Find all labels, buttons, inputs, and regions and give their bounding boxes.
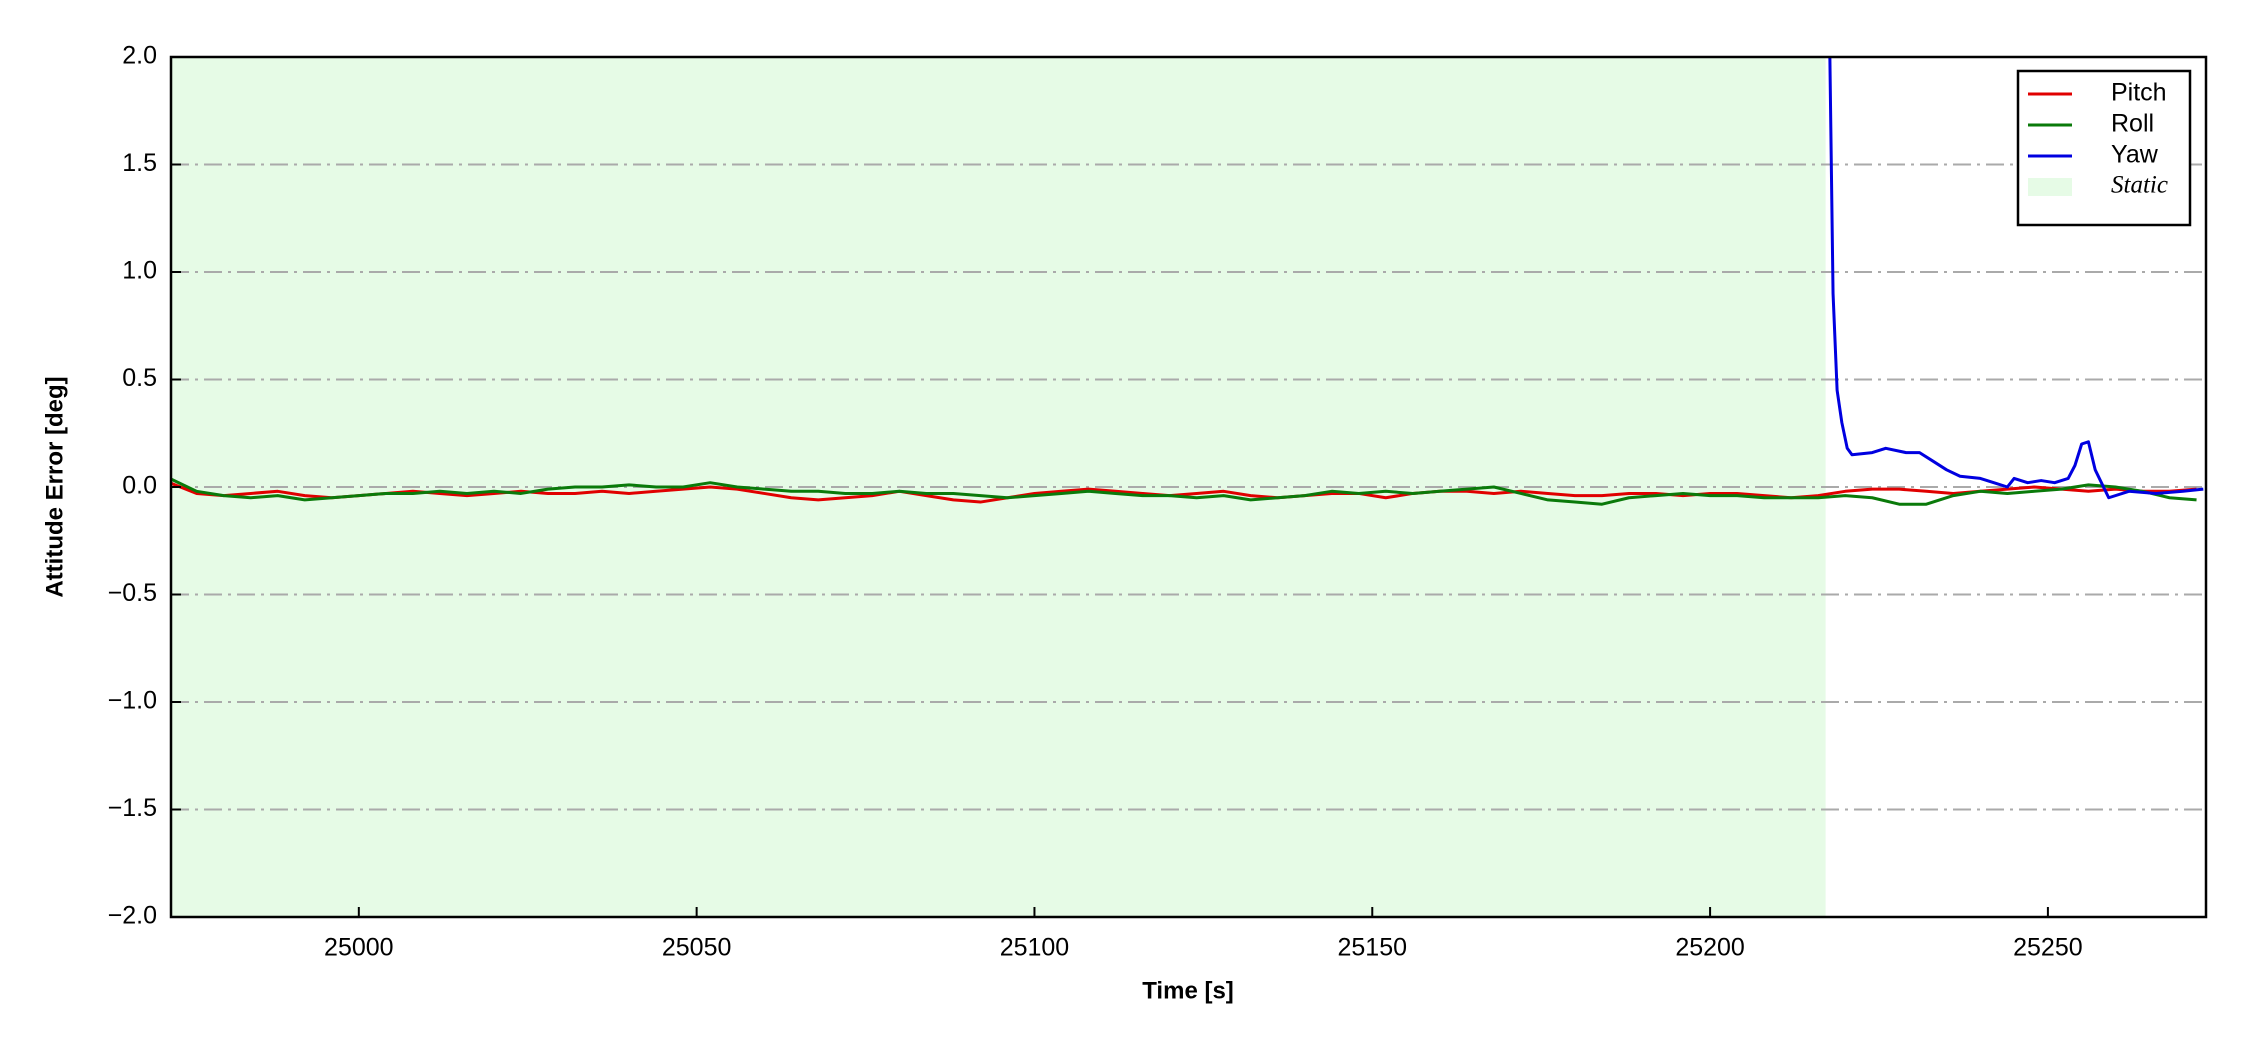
x-tick-label: 25050: [662, 934, 732, 962]
y-tick-label: 2.0: [122, 42, 157, 70]
y-tick-label: −1.0: [108, 687, 157, 715]
x-tick-label: 25000: [324, 934, 394, 962]
y-axis-label: Attitude Error [deg]: [41, 376, 68, 597]
y-tick-label: −2.0: [108, 902, 157, 930]
x-axis-label: Time [s]: [1142, 977, 1234, 1004]
y-tick-label: 0.5: [122, 364, 157, 392]
x-tick-label: 25200: [1675, 934, 1745, 962]
legend-label: Pitch: [2111, 79, 2167, 107]
x-tick-label: 25150: [1338, 934, 1408, 962]
series-line: [1828, 57, 2204, 500]
x-tick-label: 25100: [1000, 934, 1070, 962]
y-tick-label: 1.5: [122, 149, 157, 177]
y-tick-label: 0.0: [122, 472, 157, 500]
legend-label: Static: [2111, 172, 2168, 199]
legend-box: [2016, 69, 2192, 227]
y-tick-label: −1.5: [108, 794, 157, 822]
legend-label: Yaw: [2111, 141, 2159, 169]
series-line: [171, 477, 2197, 506]
legend-swatch: [2028, 178, 2072, 196]
legend-label: Roll: [2111, 110, 2154, 138]
x-tick-label: 25250: [2013, 934, 2083, 962]
y-tick-label: 1.0: [122, 257, 157, 285]
y-tick-label: −0.5: [108, 579, 157, 607]
